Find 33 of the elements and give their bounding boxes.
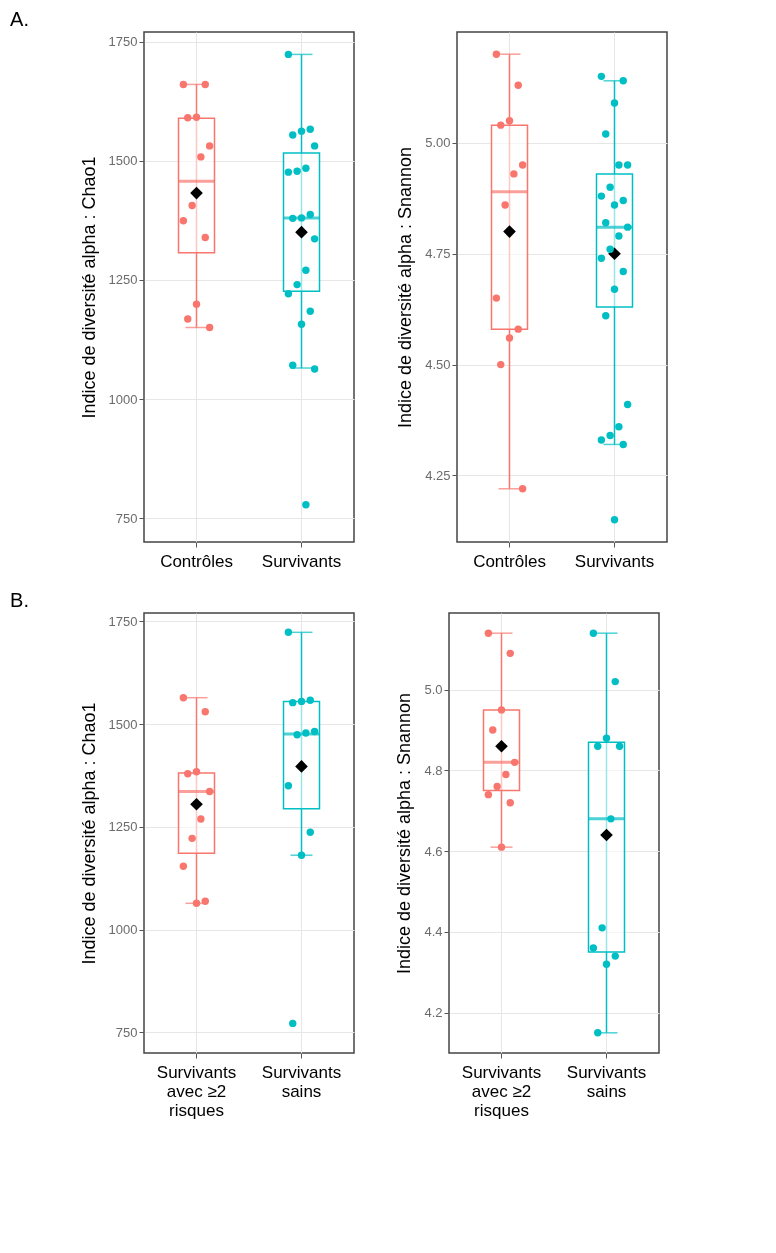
x-tick-label: Survivants: [574, 551, 655, 571]
y-tick-label: 1250: [108, 272, 138, 288]
y-tick-label: 1500: [108, 153, 138, 169]
y-tick-label: 750: [115, 1024, 138, 1040]
y-tick-label: 4.75: [425, 246, 451, 262]
y-tick-label: 4.8: [424, 762, 443, 778]
y-tick-label: 4.6: [424, 843, 443, 859]
y-axis-title: Indice de diversité alpha : Snannon: [395, 146, 416, 429]
x-tick-label: Survivants: [261, 551, 342, 571]
x-tick-label: Contrôles: [473, 551, 546, 571]
y-tick-label: 4.4: [424, 924, 443, 940]
y-tick-label: 4.2: [424, 1005, 443, 1021]
y-tick-label: 4.25: [425, 467, 451, 483]
chart-title: B.: [10, 589, 29, 611]
x-tick-label: Survivants sains: [566, 1062, 647, 1101]
y-tick-label: 750: [115, 510, 138, 526]
chart-title: A.: [10, 8, 29, 30]
y-tick-label: 1000: [108, 922, 138, 938]
y-tick-label: 1000: [108, 391, 138, 407]
x-tick-label: Survivants avec ≥2 risques: [461, 1062, 542, 1120]
y-tick-label: 1500: [108, 716, 138, 732]
x-tick-label: Contrôles: [160, 551, 233, 571]
y-axis-title: Indice de diversité alpha : Chao1: [78, 156, 99, 419]
y-axis-title: Indice de diversité alpha : Chao1: [78, 702, 99, 965]
y-axis-title: Indice de diversité alpha : Snannon: [394, 692, 415, 975]
x-tick-label: Survivants avec ≥2 risques: [156, 1062, 237, 1120]
y-tick-label: 4.50: [425, 357, 451, 373]
x-tick-label: Survivants sains: [261, 1062, 342, 1101]
y-tick-label: 1750: [108, 34, 138, 50]
y-tick-label: 1250: [108, 819, 138, 835]
y-tick-label: 1750: [108, 613, 138, 629]
y-tick-label: 5.00: [425, 135, 451, 151]
y-tick-label: 5.0: [424, 682, 443, 698]
